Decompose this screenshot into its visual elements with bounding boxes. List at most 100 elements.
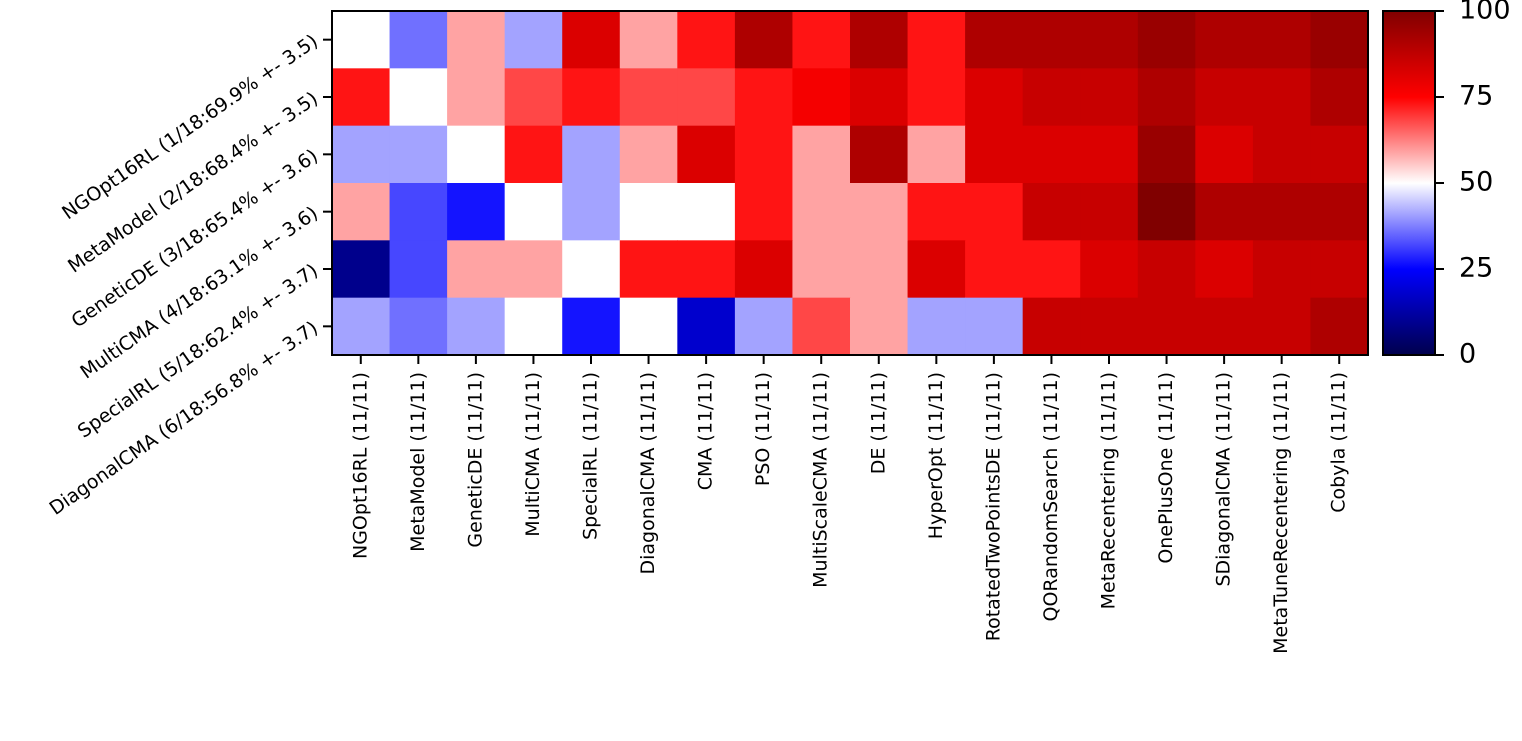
heatmap-cell bbox=[1137, 68, 1196, 127]
colorbar-tick-label: 50 bbox=[1459, 167, 1493, 198]
heatmap-cell bbox=[562, 68, 621, 127]
heatmap-cell bbox=[1137, 240, 1196, 299]
heatmap-cell bbox=[907, 11, 966, 69]
heatmap-cell bbox=[792, 240, 851, 299]
heatmap-cell bbox=[850, 68, 909, 127]
heatmap-cell bbox=[677, 183, 736, 241]
heatmap-cell bbox=[1022, 11, 1081, 69]
heatmap-cell bbox=[1310, 68, 1369, 127]
heatmap-cell bbox=[562, 125, 621, 184]
heatmap-cell bbox=[792, 297, 851, 356]
column-label: MultiScaleCMA (11/11) bbox=[810, 372, 832, 588]
colorbar-gradient bbox=[1382, 10, 1436, 356]
column-label: DiagonalCMA (11/11) bbox=[637, 372, 659, 574]
heatmap-cell bbox=[1310, 183, 1369, 241]
heatmap-frame bbox=[331, 10, 1369, 356]
heatmap-cell bbox=[1252, 240, 1312, 299]
heatmap-cell bbox=[677, 297, 736, 356]
column-label: RotatedTwoPointsDE (11/11) bbox=[982, 372, 1004, 641]
column-label: MultiCMA (11/11) bbox=[522, 372, 544, 537]
heatmap-cell bbox=[792, 11, 851, 69]
heatmap-cell bbox=[1195, 125, 1254, 184]
heatmap-cell bbox=[562, 297, 621, 356]
heatmap-cell bbox=[1022, 297, 1081, 356]
heatmap-cell bbox=[677, 125, 736, 184]
heatmap-cell bbox=[619, 183, 678, 241]
heatmap-cell bbox=[850, 183, 909, 241]
heatmap-cell bbox=[1310, 297, 1369, 356]
heatmap-cells bbox=[332, 11, 1369, 356]
heatmap-cell bbox=[619, 11, 678, 69]
colorbar-axis: 0 25 50 75 100 bbox=[1435, 0, 1511, 370]
heatmap-cell bbox=[792, 125, 851, 184]
heatmap-cell bbox=[1252, 125, 1312, 184]
heatmap-cell bbox=[1137, 297, 1196, 356]
heatmap-cell bbox=[332, 68, 391, 127]
column-label: QORandomSearch (11/11) bbox=[1040, 372, 1062, 621]
heatmap-cell bbox=[619, 68, 678, 127]
heatmap-cell bbox=[1080, 11, 1139, 69]
heatmap-cell bbox=[1022, 125, 1081, 184]
heatmap-cell bbox=[619, 297, 678, 356]
heatmap-cell bbox=[1137, 11, 1196, 69]
heatmap-cell bbox=[1195, 11, 1254, 69]
heatmap-cell bbox=[965, 68, 1024, 127]
heatmap-cell bbox=[907, 297, 966, 356]
heatmap-cell bbox=[1195, 240, 1254, 299]
heatmap-cell bbox=[907, 125, 966, 184]
column-label: MetaModel (11/11) bbox=[407, 372, 429, 552]
heatmap-cell bbox=[907, 68, 966, 127]
heatmap-cell bbox=[1310, 240, 1369, 299]
heatmap-cell bbox=[1080, 297, 1139, 356]
heatmap-cell bbox=[1137, 183, 1196, 241]
heatmap-cell bbox=[504, 68, 563, 127]
heatmap-cell bbox=[907, 240, 966, 299]
column-label: SDiagonalCMA (11/11) bbox=[1213, 372, 1235, 587]
heatmap-cell bbox=[389, 125, 448, 184]
column-label: GeneticDE (11/11) bbox=[464, 372, 486, 548]
heatmap-cell bbox=[965, 240, 1024, 299]
heatmap-cell bbox=[389, 11, 448, 69]
heatmap-cell bbox=[619, 240, 678, 299]
heatmap-cell bbox=[447, 297, 506, 356]
column-label: Cobyla (11/11) bbox=[1328, 372, 1350, 513]
heatmap-cell bbox=[1195, 297, 1254, 356]
column-label: OnePlusOne (11/11) bbox=[1155, 372, 1177, 564]
column-label: HyperOpt (11/11) bbox=[925, 372, 947, 539]
heatmap-cell bbox=[965, 125, 1024, 184]
colorbar-tick-label: 0 bbox=[1459, 339, 1476, 370]
heatmap-cell bbox=[1252, 297, 1312, 356]
heatmap-cell bbox=[734, 68, 794, 127]
heatmap-cell bbox=[850, 125, 909, 184]
heatmap-cell bbox=[965, 11, 1024, 69]
heatmap-cell bbox=[734, 183, 794, 241]
heatmap-cell bbox=[447, 11, 506, 69]
heatmap-cell bbox=[562, 183, 621, 241]
heatmap-cell bbox=[1022, 183, 1081, 241]
heatmap-cell bbox=[389, 297, 448, 356]
heatmap-cell bbox=[447, 240, 506, 299]
heatmap-cell bbox=[850, 297, 909, 356]
heatmap-cell bbox=[1195, 183, 1254, 241]
heatmap-cell bbox=[1080, 125, 1139, 184]
colorbar-tick-label: 100 bbox=[1459, 0, 1511, 26]
heatmap-cell bbox=[850, 11, 909, 69]
heatmap-cell bbox=[965, 297, 1024, 356]
heatmap-cell bbox=[1252, 183, 1312, 241]
row-axis: NGOpt16RL (1/18:69.9% +- 3.5)MetaModel (… bbox=[45, 30, 332, 520]
heatmap-cell bbox=[677, 11, 736, 69]
heatmap-cell bbox=[734, 125, 794, 184]
column-label: PSO (11/11) bbox=[752, 372, 774, 486]
heatmap-cell bbox=[1022, 240, 1081, 299]
heatmap-cell bbox=[332, 11, 391, 69]
column-label: DE (11/11) bbox=[867, 372, 889, 474]
column-label: MetaRecentering (11/11) bbox=[1098, 372, 1120, 609]
heatmap-cell bbox=[504, 11, 563, 69]
heatmap-cell bbox=[389, 183, 448, 241]
heatmap-cell bbox=[734, 11, 794, 69]
heatmap-cell bbox=[619, 125, 678, 184]
heatmap-cell bbox=[1195, 68, 1254, 127]
heatmap-cell bbox=[965, 183, 1024, 241]
heatmap-cell bbox=[332, 125, 391, 184]
colorbar-tick-label: 25 bbox=[1459, 253, 1493, 284]
